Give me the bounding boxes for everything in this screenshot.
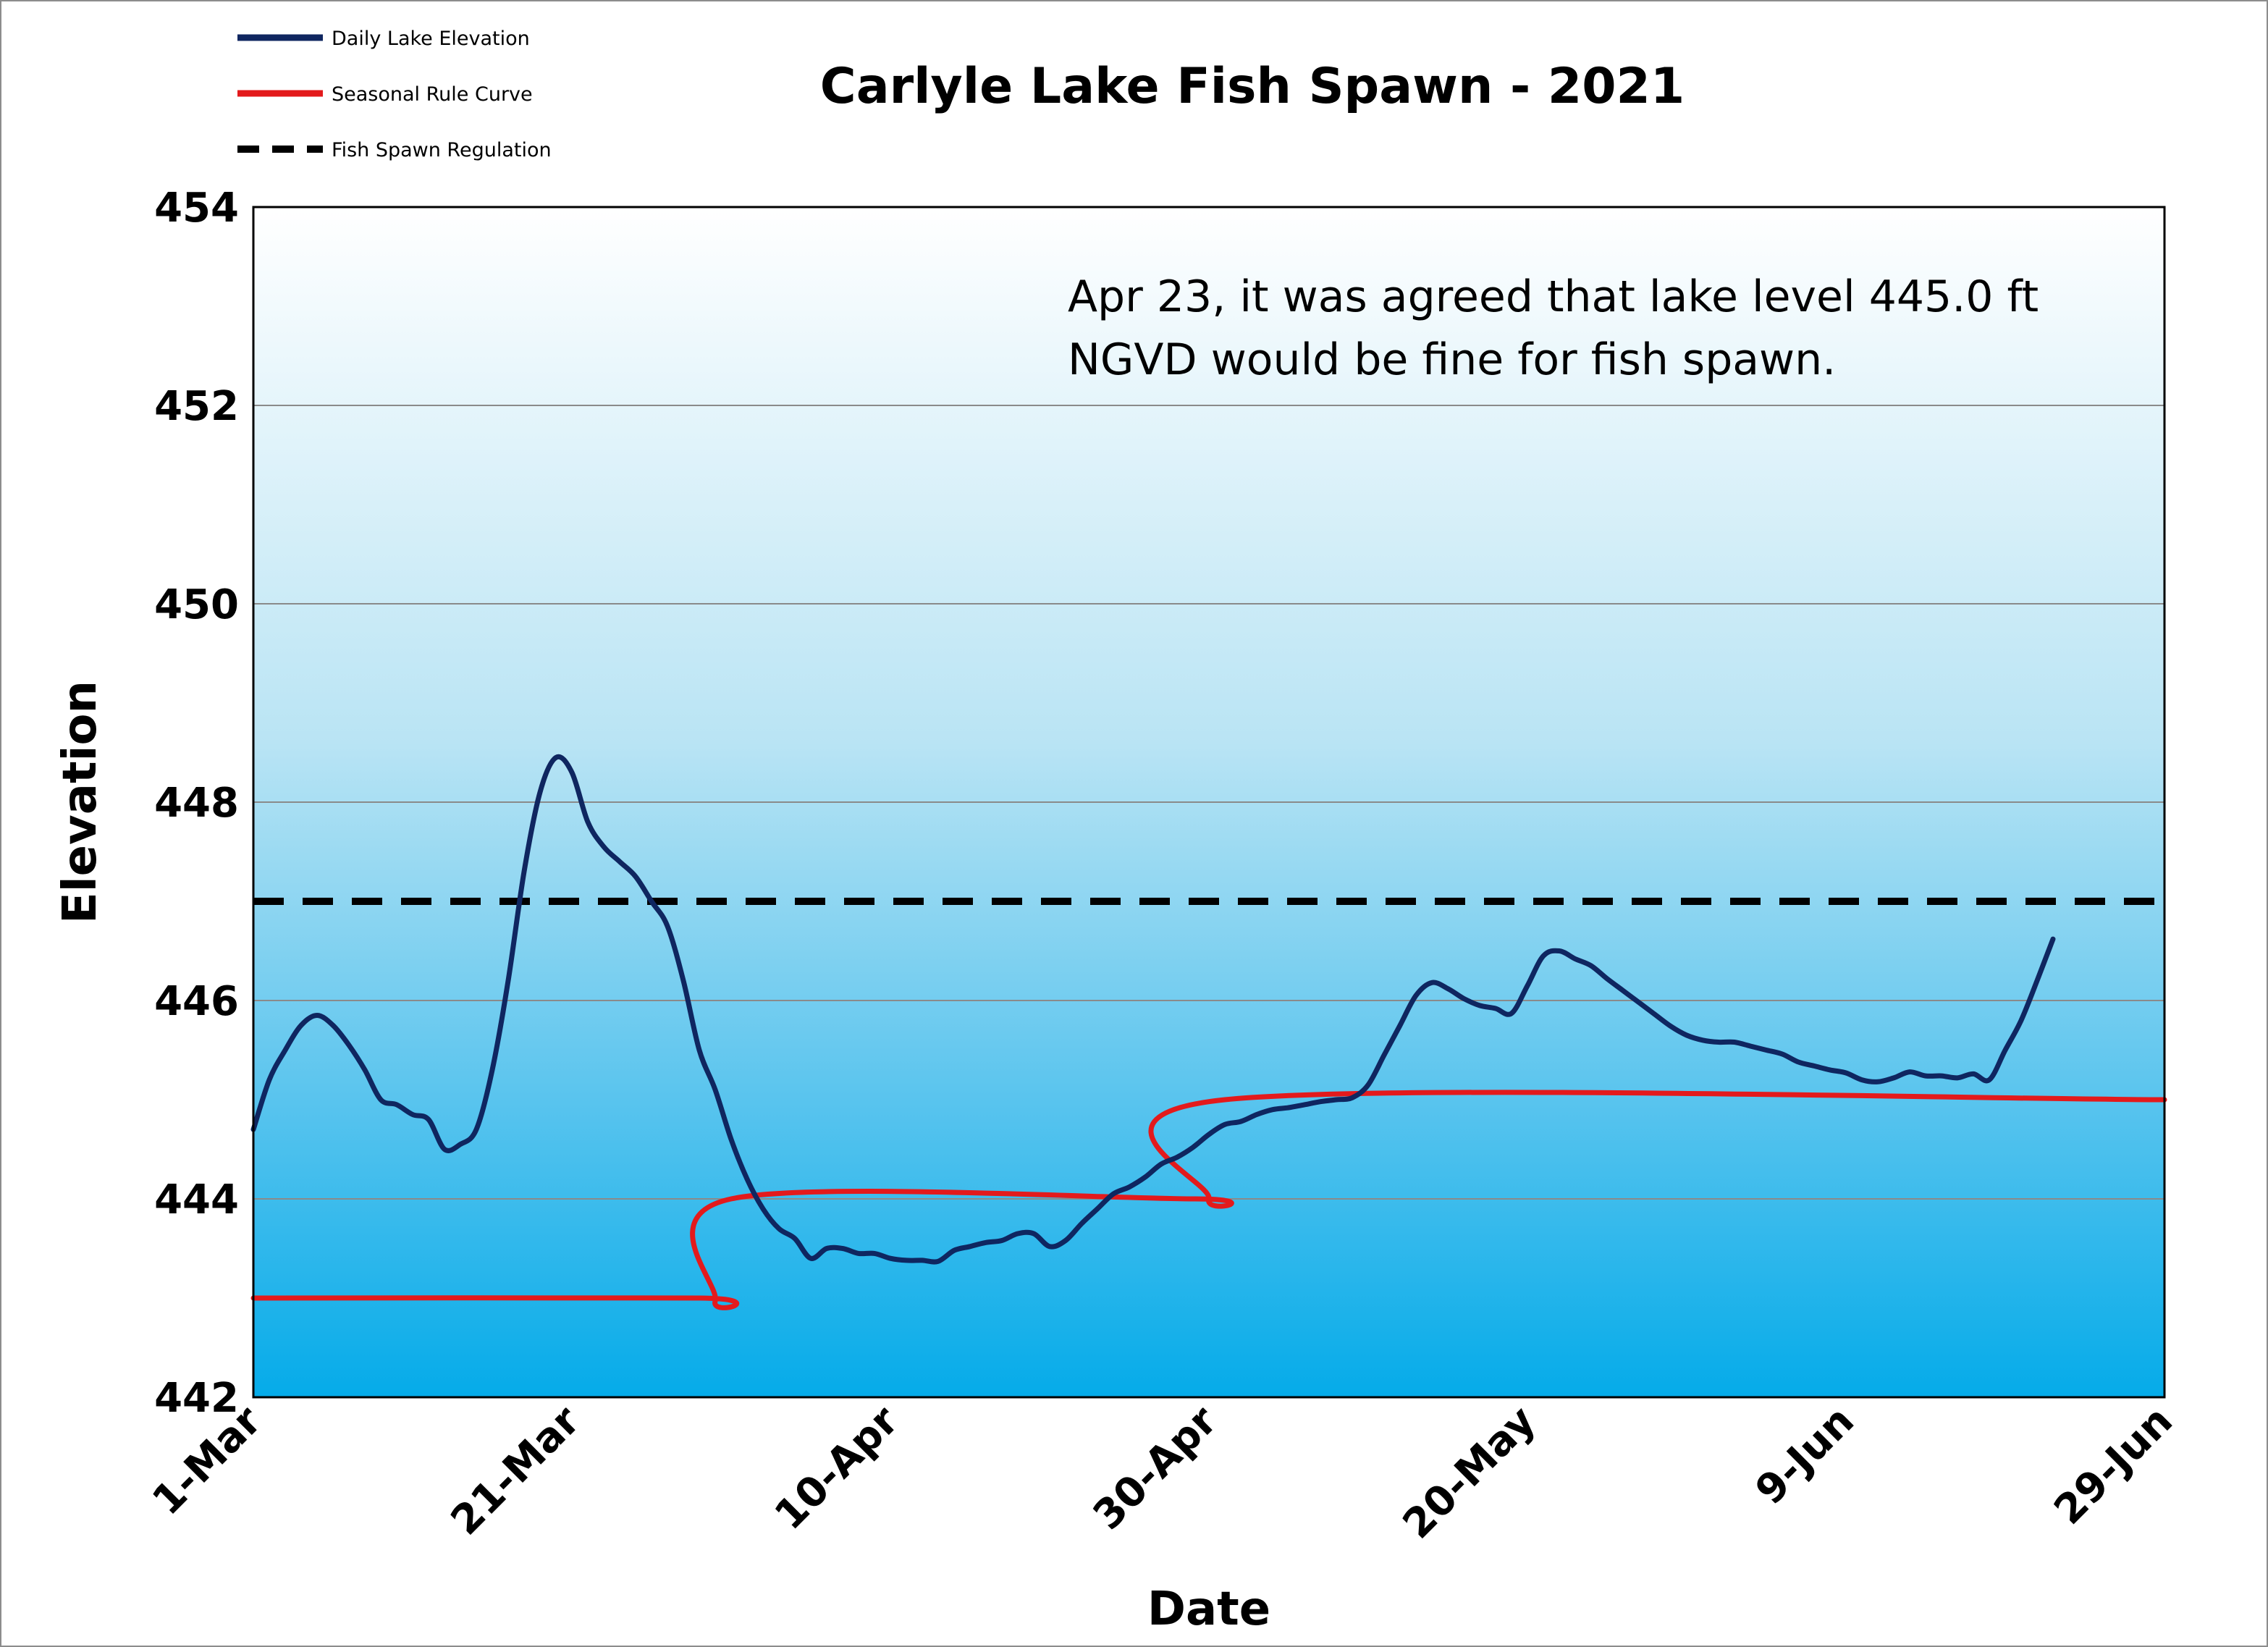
y-axis-label: Elevation — [54, 681, 107, 924]
x-tick-label-30-Apr: 30-Apr — [1084, 1397, 1226, 1539]
annotation: Apr 23, it was agreed that lake level 44… — [1068, 271, 2039, 385]
x-tick-label-9-Jun: 9-Jun — [1747, 1397, 1863, 1514]
x-axis-label: Date — [1147, 1583, 1270, 1636]
x-axis-ticks: 1-Mar 21-Mar 10-Apr 30-Apr 20-May 9-Jun 29-Jun — [143, 1397, 2182, 1548]
x-tick-label-10-Apr: 10-Apr — [766, 1397, 908, 1539]
legend-label-daily-lake-elevation: Daily Lake Elevation — [332, 28, 530, 50]
y-tick-label-452: 452 — [154, 383, 239, 430]
legend-label-fish-spawn-regulation: Fish Spawn Regulation — [332, 139, 552, 161]
plot-border — [252, 206, 2166, 1399]
y-tick-label-444: 444 — [154, 1176, 239, 1223]
series-line-daily-lake-elevation — [250, 754, 2056, 1265]
chart-title: Carlyle Lake Fish Spawn - 2021 — [820, 58, 1685, 115]
annotation-line-2: NGVD would be fine for fish spawn. — [1068, 334, 1836, 385]
x-tick-label-20-May: 20-May — [1394, 1397, 1545, 1548]
series-layer — [250, 754, 2167, 1310]
legend-label-seasonal-rule-curve: Seasonal Rule Curve — [332, 83, 533, 106]
legend: Daily Lake Elevation Seasonal Rule Curve… — [237, 28, 552, 161]
y-tick-label-446: 446 — [154, 978, 239, 1025]
x-tick-label-21-Mar: 21-Mar — [442, 1397, 589, 1544]
annotation-line-1: Apr 23, it was agreed that lake level 44… — [1068, 271, 2039, 322]
x-tick-label-29-Jun: 29-Jun — [2045, 1397, 2182, 1534]
series-line-seasonal-rule-curve — [250, 1090, 2167, 1310]
y-axis-ticks: 454 452 450 448 446 444 442 — [154, 185, 239, 1422]
y-tick-label-448: 448 — [154, 780, 239, 827]
y-tick-label-450: 450 — [154, 581, 239, 628]
y-tick-label-442: 442 — [154, 1375, 239, 1422]
y-tick-label-454: 454 — [154, 185, 239, 232]
